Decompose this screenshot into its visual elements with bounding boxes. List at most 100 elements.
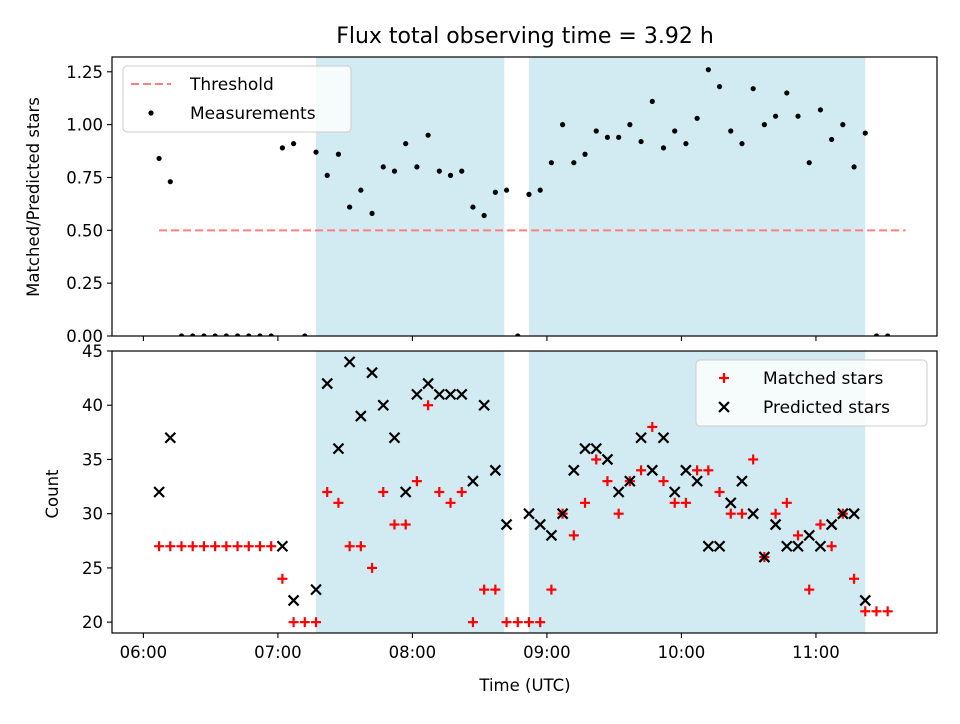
bottom-series-0-point-27 (456, 487, 467, 497)
top-series-0-point-2 (178, 333, 185, 336)
bottom-series-0-point-56 (781, 497, 792, 508)
bottom-series-1-point-40 (724, 497, 737, 509)
bottom-series-1-point-14 (422, 377, 434, 390)
bottom-series-1-point-41-b (736, 475, 748, 487)
bottom-series-0-point-33 (523, 617, 534, 628)
top-series-0-point-5 (212, 333, 218, 336)
bottom-legend-label-1: Predicted stars (763, 398, 890, 418)
top-series-0-point-32 (515, 333, 521, 336)
bottom-series-1-point-29 (601, 453, 614, 466)
bottom-series-0-point-9 (254, 541, 265, 552)
bottom-series-0-point-59 (815, 519, 826, 530)
bottom-series-1-point-43-b (758, 551, 771, 563)
bottom-series-1-point-6-b (332, 442, 345, 455)
top-series-0-point-48 (694, 115, 700, 121)
bottom-series-0-point-57 (793, 530, 804, 541)
bottom-axes-frame (111, 350, 938, 634)
bottom-series-0-point-10 (266, 541, 277, 552)
top-series-0-point-11 (279, 145, 285, 151)
bottom-series-1-point-22-b (523, 507, 535, 520)
bottom-series-0-point-15 (322, 487, 333, 497)
bottom-series-1-point-25-b (556, 507, 569, 520)
bottom-ytick-label-2: 30 (82, 505, 103, 524)
top-series-0-point-18 (358, 187, 364, 193)
bottom-series-0-point-65 (882, 606, 893, 617)
top-series-0-point-34 (537, 187, 543, 193)
top-legend-swatch-1 (148, 110, 154, 116)
top-series-0-point-46 (672, 128, 678, 134)
top-legend-box (122, 65, 352, 133)
top-series-0-point-60 (829, 136, 835, 143)
top-series-0-point-9 (257, 333, 263, 336)
bottom-legend-swatch-1-b (718, 401, 730, 413)
bottom-series-0-point-7 (232, 541, 243, 552)
bottom-series-1-point-28-b (590, 442, 603, 455)
top-series-0-point-26 (447, 172, 454, 178)
bottom-series-1-point-12-b (399, 486, 412, 498)
bottom-series-1-point-19-b (478, 399, 490, 412)
bottom-series-1-point-1-b (164, 431, 177, 444)
bottom-series-1-point-42-b (747, 507, 759, 520)
bottom-series-1-point-47-b (803, 529, 815, 542)
bottom-series-0-point-29 (479, 584, 490, 595)
bottom-series-0-point-55 (770, 508, 781, 519)
bottom-series-0-point-5 (210, 541, 221, 552)
bottom-series-1-point-34-b (657, 431, 670, 444)
bottom-series-0-point-43 (636, 465, 647, 476)
bottom-series-1-point-50-b (837, 507, 849, 520)
bottom-series-1-point-21-b (500, 518, 513, 531)
bottom-ytick-label-1: 25 (82, 559, 103, 578)
bottom-series-0-point-32 (512, 617, 523, 628)
top-series-0-point-29 (481, 212, 487, 219)
bottom-series-1-point-36-b (680, 464, 692, 477)
top-panel: 0.00 0.25 0.50 0.75 1.00 1.25 Threshold Measure… (66, 56, 938, 346)
bottom-series-1-point-39-b (713, 540, 726, 553)
bottom-series-0-point-30 (490, 584, 501, 595)
bottom-series-1-point-24-b (545, 529, 558, 542)
bottom-series-1-point-9-b (366, 366, 378, 379)
bottom-series-1-point-9 (366, 366, 378, 379)
bottom-series-0-point-44 (647, 421, 658, 432)
bottom-series-1-point-38-b (702, 540, 715, 553)
top-series-0-point-38 (582, 151, 588, 157)
top-series-0-point-62 (851, 164, 857, 170)
top-series-0-point-24 (425, 132, 431, 138)
bottom-series-1-point-5 (321, 377, 333, 390)
bottom-series-1-point-4-b (310, 583, 322, 596)
bottom-series-0-point-58 (804, 584, 815, 595)
bottom-series-1-point-2 (276, 540, 289, 553)
top-series-0-point-15 (324, 172, 330, 178)
bottom-series-1-point-0-b (153, 486, 165, 498)
top-series-0-point-49 (705, 67, 711, 73)
bottom-series-1-point-47 (803, 529, 815, 542)
top-series-0-point-1 (167, 179, 173, 185)
bottom-series-0-point-63 (860, 606, 871, 617)
bottom-series-1-point-33 (646, 464, 659, 477)
bottom-series-1-point-33-b (646, 464, 659, 477)
bottom-series-1-point-32 (635, 431, 647, 444)
bottom-series-1-point-41 (736, 475, 748, 487)
bottom-series-1-point-52 (859, 594, 872, 607)
bottom-series-1-point-26 (568, 464, 580, 477)
top-series-0-point-10 (268, 333, 274, 336)
top-series-0-point-47 (683, 141, 689, 147)
top-series-0-point-31 (503, 187, 510, 193)
bottom-series-1-point-8 (355, 410, 367, 422)
top-series-0-point-65 (885, 333, 891, 336)
top-series-0-point-6 (223, 333, 229, 336)
bottom-series-1-point-18-b (467, 475, 479, 487)
top-series-0-point-53 (750, 86, 756, 92)
top-series-0-point-35 (548, 160, 555, 166)
bottom-legend-label-0: Matched stars (763, 369, 883, 389)
bottom-series-1-point-48 (814, 540, 827, 553)
top-axes-frame (111, 56, 938, 337)
bottom-series-0-point-11 (277, 573, 288, 584)
bottom-series-0-point-17 (344, 541, 355, 552)
bottom-series-1-point-26-b (568, 464, 580, 477)
bottom-series-1-point-7 (343, 356, 356, 368)
bottom-series-1-point-25 (556, 507, 569, 520)
bottom-series-0-point-51 (725, 508, 736, 519)
bottom-legend-swatch-1 (718, 401, 730, 413)
top-series-0-point-44 (649, 98, 655, 104)
bottom-series-1-point-14-b (422, 377, 434, 390)
